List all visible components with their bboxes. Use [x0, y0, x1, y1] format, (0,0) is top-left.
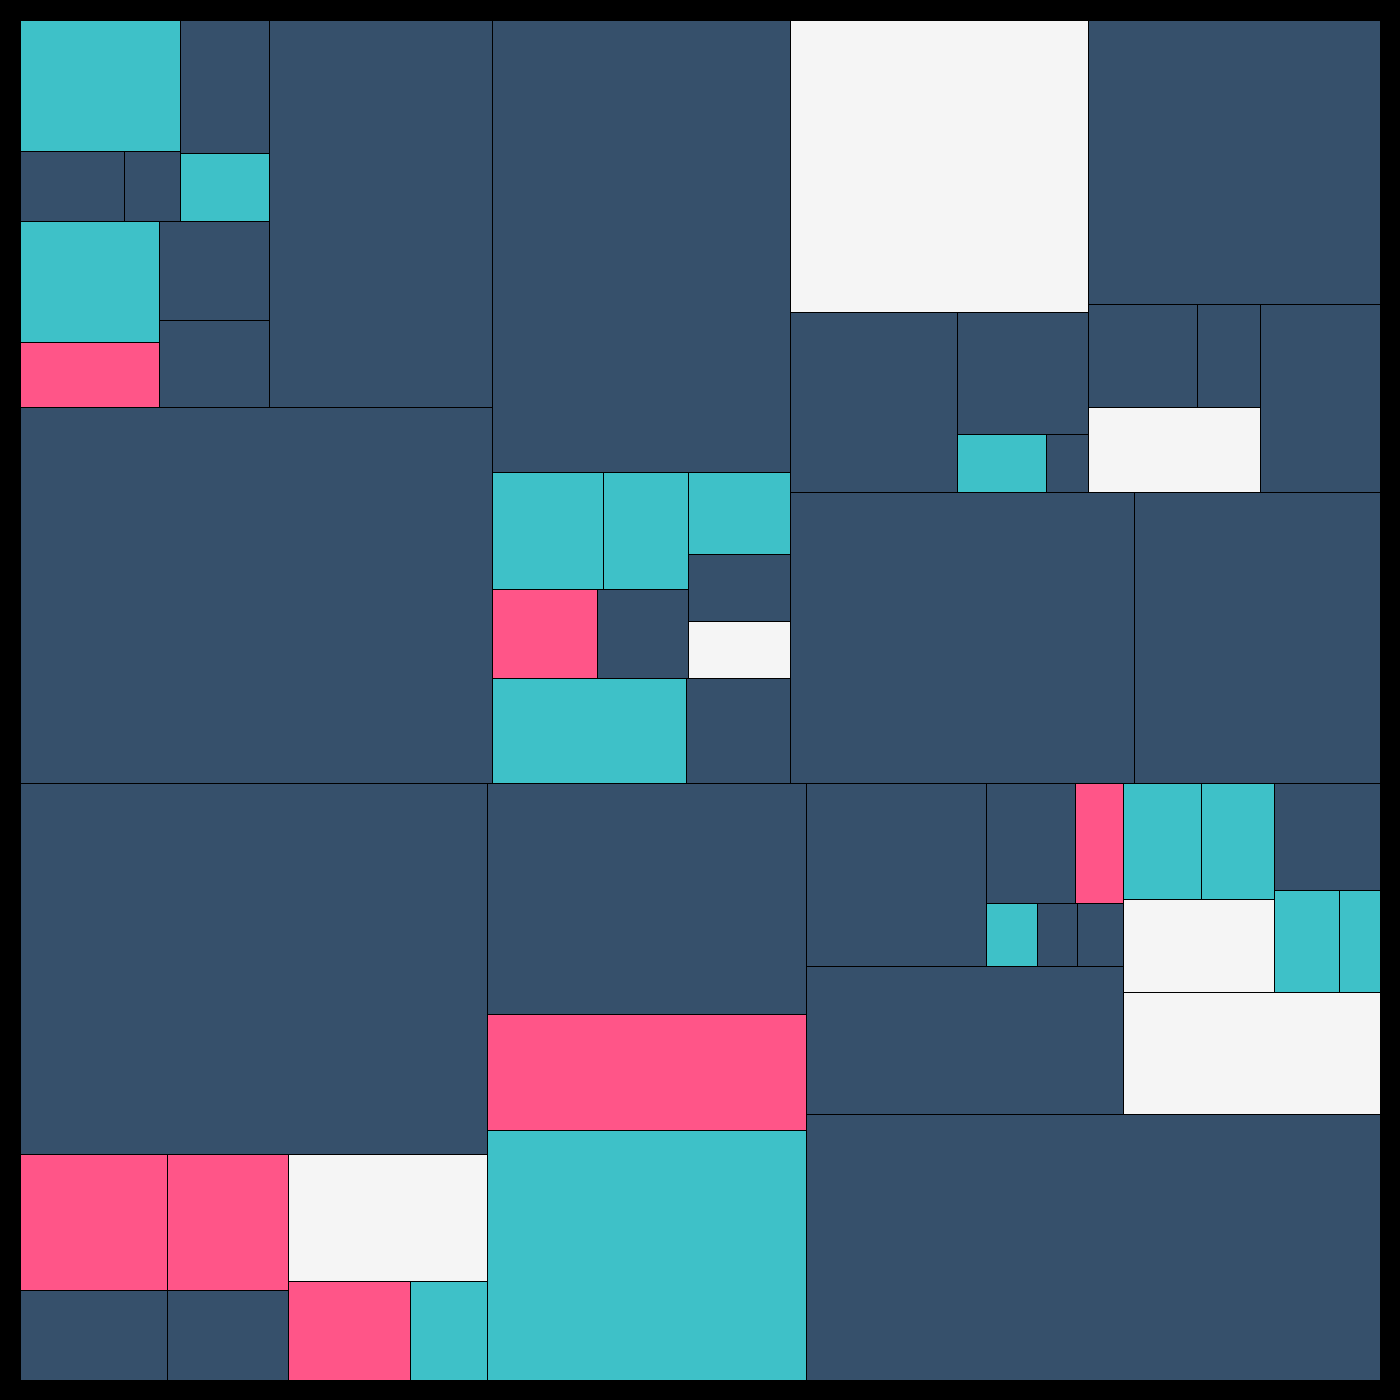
teal-block — [180, 153, 270, 222]
white-block — [790, 20, 1089, 313]
navy-block — [790, 312, 958, 493]
teal-block — [957, 434, 1047, 493]
navy-block — [487, 783, 807, 1015]
navy-block — [1088, 304, 1198, 408]
teal-block — [492, 678, 687, 784]
white-block — [1123, 899, 1275, 993]
navy-block — [124, 151, 181, 222]
teal-block — [1201, 783, 1275, 900]
teal-block — [487, 1130, 807, 1381]
navy-block — [597, 589, 689, 679]
teal-block — [1123, 783, 1202, 900]
navy-block — [1077, 903, 1124, 967]
navy-block — [806, 966, 1124, 1115]
white-block — [1088, 407, 1261, 493]
pink-block — [487, 1014, 807, 1131]
navy-block — [957, 312, 1089, 435]
navy-block — [686, 678, 791, 784]
navy-block — [159, 221, 270, 321]
navy-block — [688, 554, 791, 622]
navy-block — [180, 20, 270, 154]
navy-block — [1197, 304, 1261, 408]
navy-block — [806, 1114, 1381, 1381]
navy-block — [1134, 492, 1381, 784]
teal-block — [1274, 890, 1340, 993]
teal-block — [20, 20, 181, 152]
teal-block — [688, 472, 791, 555]
navy-block — [159, 320, 270, 408]
navy-block — [1037, 903, 1078, 967]
pink-block — [288, 1281, 411, 1381]
navy-block — [1274, 783, 1381, 891]
navy-block — [986, 783, 1076, 904]
pink-block — [1075, 783, 1124, 904]
navy-block — [1088, 20, 1381, 305]
pink-block — [20, 1154, 168, 1291]
teal-block — [603, 472, 689, 590]
teal-block — [1339, 890, 1381, 993]
navy-block — [1046, 434, 1089, 493]
navy-block — [492, 20, 791, 473]
white-block — [1123, 992, 1381, 1115]
teal-block — [410, 1281, 488, 1381]
navy-block — [806, 783, 987, 967]
navy-block — [269, 20, 493, 408]
white-block — [688, 621, 791, 679]
navy-block — [20, 783, 488, 1155]
navy-block — [20, 407, 493, 784]
teal-block — [20, 221, 160, 343]
navy-block — [790, 492, 1135, 784]
pink-block — [492, 589, 598, 679]
navy-block — [1260, 304, 1381, 493]
navy-block — [167, 1290, 289, 1381]
navy-block — [20, 151, 125, 222]
pink-block — [167, 1154, 289, 1291]
pink-block — [20, 342, 160, 408]
white-block — [288, 1154, 488, 1282]
navy-block — [20, 1290, 168, 1381]
teal-block — [492, 472, 604, 590]
teal-block — [986, 903, 1038, 967]
